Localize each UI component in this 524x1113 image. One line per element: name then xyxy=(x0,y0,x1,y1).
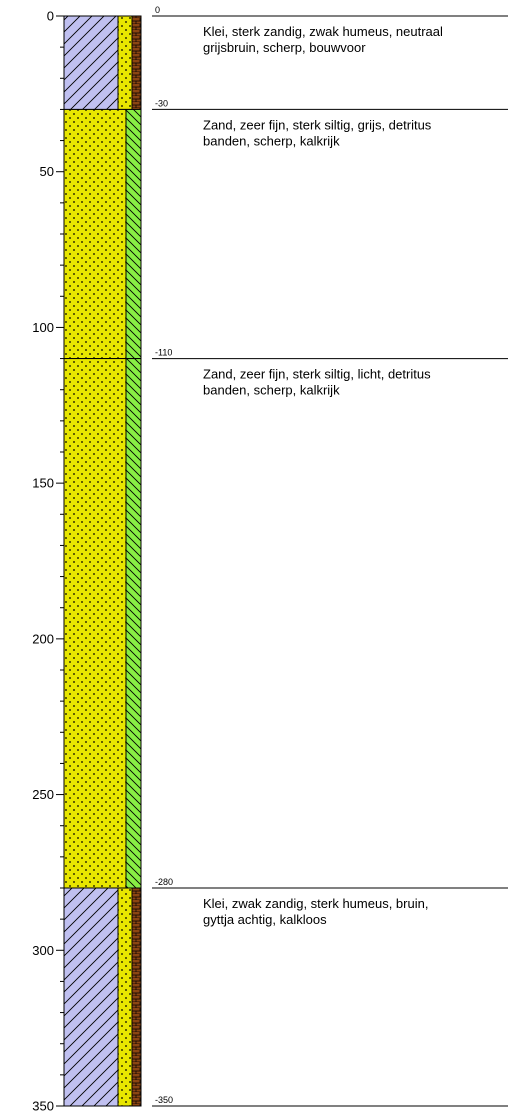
layer-main-fill xyxy=(64,109,126,359)
layer-main-fill xyxy=(64,888,118,1106)
layer-tertiary-fill xyxy=(132,16,141,110)
layer-description: Klei, zwak zandig, sterk humeus, bruin, g… xyxy=(203,896,428,927)
axis-tick-label: 150 xyxy=(32,476,54,491)
layer-description: Zand, zeer fijn, sterk siltig, licht, de… xyxy=(203,367,431,398)
layer-outline xyxy=(63,887,142,1107)
layer-1 xyxy=(63,15,142,110)
boundary-depth-label: -280 xyxy=(155,877,173,887)
layer-secondary-fill xyxy=(118,888,132,1106)
layer-secondary-fill xyxy=(126,109,141,359)
layer-description-line: Zand, zeer fijn, sterk siltig, grijs, de… xyxy=(203,117,432,132)
layer-description-line: Klei, sterk zandig, zwak humeus, neutraa… xyxy=(203,24,443,39)
boundary-depth-label: -30 xyxy=(155,98,168,108)
boundary-depth-label: -110 xyxy=(155,348,172,358)
axis-tick-label: 100 xyxy=(32,320,54,335)
boundary-depth-label: -350 xyxy=(155,1095,173,1105)
layer-description-line: banden, scherp, kalkrijk xyxy=(203,383,340,398)
lithology-column xyxy=(63,15,142,1107)
layer-description: Klei, sterk zandig, zwak humeus, neutraa… xyxy=(203,24,443,55)
axis-tick-label: 250 xyxy=(32,787,54,802)
layer-secondary-fill xyxy=(126,358,141,889)
layer-3 xyxy=(63,358,142,889)
layer-main-fill xyxy=(64,358,126,889)
layer-secondary-fill xyxy=(118,16,132,110)
layer-description-line: gyttja achtig, kalkloos xyxy=(203,912,327,927)
layer-description-line: Klei, zwak zandig, sterk humeus, bruin, xyxy=(203,896,428,911)
layer-description-line: grijsbruin, scherp, bouwvoor xyxy=(203,40,366,55)
layer-2 xyxy=(63,108,142,360)
axis-tick-label: 50 xyxy=(40,164,54,179)
layer-description-line: banden, scherp, kalkrijk xyxy=(203,133,340,148)
axis-tick-label: 300 xyxy=(32,943,54,958)
layer-tertiary-fill xyxy=(132,888,141,1106)
depth-axis: 0 50 100 150 200 250 300 350 xyxy=(32,9,65,1113)
layer-description-line: Zand, zeer fijn, sterk siltig, licht, de… xyxy=(203,367,431,382)
axis-tick-label: 0 xyxy=(47,9,54,24)
layer-description: Zand, zeer fijn, sterk siltig, grijs, de… xyxy=(203,117,432,148)
layer-4 xyxy=(63,887,142,1107)
axis-tick-label: 200 xyxy=(32,631,54,646)
layer-main-fill xyxy=(64,16,118,110)
boundary-depth-label: 0 xyxy=(155,5,160,15)
axis-tick-label: 350 xyxy=(32,1099,54,1113)
layer-annotations: Klei, sterk zandig, zwak humeus, neutraa… xyxy=(152,5,508,1107)
